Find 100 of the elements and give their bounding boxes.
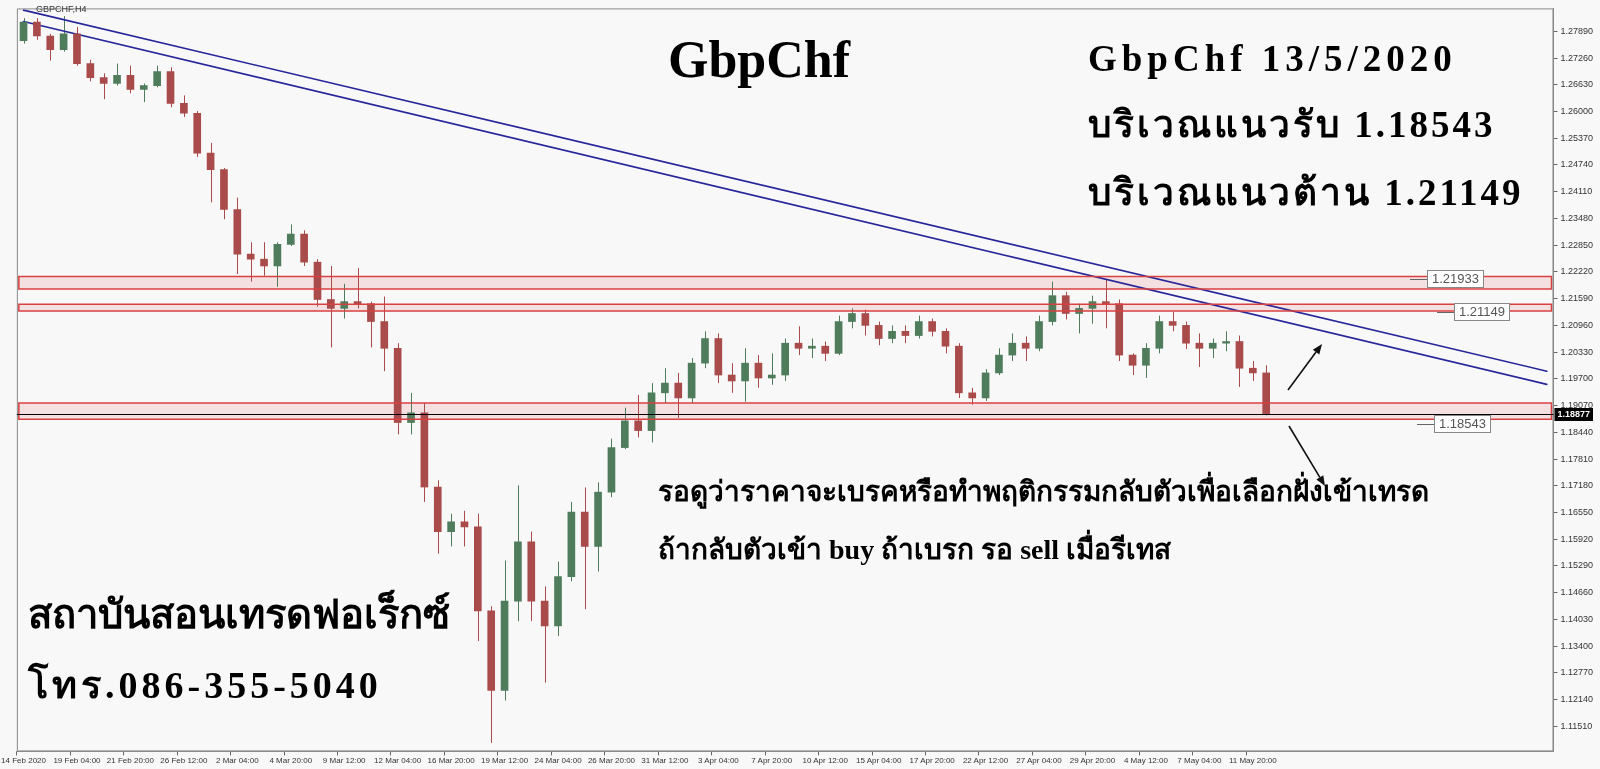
x-tick-label: 31 Mar 12:00 xyxy=(641,756,690,766)
y-tick-label: 1.24110 xyxy=(1560,186,1593,197)
candlestick xyxy=(246,241,255,283)
x-tick-label: 11 May 20:00 xyxy=(1228,756,1278,766)
candlestick xyxy=(59,15,68,53)
candlestick xyxy=(1021,335,1030,362)
candlestick xyxy=(46,33,55,62)
x-tick-label: 26 Feb 12:00 xyxy=(160,756,208,766)
x-tick-label: 24 Mar 04:00 xyxy=(534,756,583,766)
candlestick xyxy=(1008,332,1017,362)
candlestick xyxy=(674,372,683,419)
y-tick-label: 1.13400 xyxy=(1560,640,1594,651)
y-tick-label: 1.21590 xyxy=(1560,293,1594,304)
y-tick-label: 1.15920 xyxy=(1560,533,1594,544)
candlestick xyxy=(1142,342,1150,379)
annotation: GBPCHF,H4 xyxy=(36,4,87,15)
candlestick xyxy=(113,63,121,87)
x-tick-label: 4 Mar 20:00 xyxy=(269,756,313,766)
x-tick-label: 19 Feb 04:00 xyxy=(53,756,102,766)
candlestick xyxy=(848,307,856,329)
candlestick xyxy=(727,362,736,394)
y-tick-label: 1.12140 xyxy=(1560,694,1594,705)
candlestick xyxy=(995,347,1003,376)
x-tick-label: 10 Apr 12:00 xyxy=(802,756,849,766)
candlestick xyxy=(914,315,923,340)
candlestick xyxy=(126,65,135,94)
candlestick xyxy=(99,72,108,100)
y-tick-label: 1.15290 xyxy=(1560,560,1594,571)
candlestick xyxy=(1222,330,1230,352)
y-tick-label: 1.17810 xyxy=(1560,453,1594,464)
y-tick-label: 1.18440 xyxy=(1560,426,1594,437)
x-tick-label: 4 May 12:00 xyxy=(1123,756,1169,766)
y-tick-label: 1.22850 xyxy=(1560,239,1594,250)
y-tick-label: 1.14660 xyxy=(1560,587,1594,598)
candlestick xyxy=(447,513,455,547)
candlestick xyxy=(661,367,669,404)
x-tick-label: 29 Apr 20:00 xyxy=(1069,756,1116,766)
candlestick xyxy=(1128,352,1137,376)
x-tick-label: 17 Apr 20:00 xyxy=(909,756,956,766)
candlestick xyxy=(1208,338,1217,359)
candlestick xyxy=(139,83,148,103)
candlestick xyxy=(741,347,749,403)
candlestick xyxy=(874,321,883,346)
x-tick-label: 7 May 04:00 xyxy=(1177,756,1222,766)
candlestick xyxy=(273,241,282,288)
y-tick-label: 1.16550 xyxy=(1560,506,1594,517)
candlestick xyxy=(1195,332,1204,368)
y-tick-label: 1.17180 xyxy=(1560,480,1594,491)
y-tick-label: 1.11510 xyxy=(1560,720,1593,731)
x-tick-label: 14 Feb 2020 xyxy=(1,756,47,766)
candlestick xyxy=(821,341,830,362)
y-tick-label: 1.27890 xyxy=(1560,25,1594,36)
annotation: GbpChf 13/5/2020 xyxy=(1088,38,1457,81)
candlestick xyxy=(808,338,816,359)
x-tick-label: 19 Mar 12:00 xyxy=(480,756,529,766)
candlestick xyxy=(1248,360,1257,382)
x-tick-label: 21 Feb 20:00 xyxy=(106,756,155,766)
chart-title: GbpChf xyxy=(668,30,851,90)
y-tick-label: 1.26000 xyxy=(1560,106,1594,116)
annotation: บริเวณแนวรับ 1.18543 xyxy=(1088,104,1496,147)
y-tick-label: 1.27260 xyxy=(1560,52,1594,63)
y-tick-label: 1.26630 xyxy=(1560,79,1594,90)
x-tick-label: 7 Apr 20:00 xyxy=(751,756,793,766)
candlestick xyxy=(861,309,870,337)
annotation: 1.18543 xyxy=(1434,415,1491,433)
candlestick xyxy=(260,241,268,277)
annotation: 1.21149 xyxy=(1454,303,1511,321)
candlestick xyxy=(1182,321,1190,350)
x-tick-label: 27 Apr 04:00 xyxy=(1016,756,1063,766)
y-tick-label: 1.20960 xyxy=(1560,319,1594,330)
x-tick-label: 2 Mar 04:00 xyxy=(215,756,260,766)
x-tick-label: 15 Apr 04:00 xyxy=(856,756,902,766)
y-tick-label: 1.12770 xyxy=(1560,667,1594,678)
y-tick-label: 1.24740 xyxy=(1560,159,1594,170)
candlestick xyxy=(286,223,295,247)
candlestick xyxy=(206,142,215,203)
candlestick xyxy=(794,325,803,356)
y-tick-label: 1.22220 xyxy=(1560,266,1594,277)
candlestick xyxy=(180,94,188,118)
annotation: 1.21933 xyxy=(1427,270,1484,288)
annotation: โทร.086-355-5040 xyxy=(28,664,382,708)
x-tick-label: 22 Apr 12:00 xyxy=(962,756,1009,766)
candlestick xyxy=(33,17,41,41)
candlestick xyxy=(1168,311,1177,332)
y-tick-label: 1.23480 xyxy=(1560,212,1594,223)
candlestick xyxy=(19,17,28,45)
y-tick-label: 1.25370 xyxy=(1560,132,1594,143)
y-tick-label: 1.20330 xyxy=(1560,346,1594,357)
x-tick-label: 16 Mar 20:00 xyxy=(427,756,476,766)
candlestick xyxy=(153,65,161,88)
candlestick xyxy=(86,59,95,82)
y-tick-label: 1.19070 xyxy=(1560,400,1594,411)
ref-line-label: 1.18877 xyxy=(1557,408,1591,419)
candlestick xyxy=(634,394,643,438)
x-tick-label: 26 Mar 20:00 xyxy=(587,756,636,766)
x-tick-label: 12 Mar 04:00 xyxy=(374,756,422,766)
y-tick-label: 1.14030 xyxy=(1560,613,1594,624)
y-tick-label: 1.19700 xyxy=(1560,373,1594,384)
x-tick-label: 3 Apr 04:00 xyxy=(697,756,740,766)
x-tick-label: 9 Mar 12:00 xyxy=(322,756,367,766)
